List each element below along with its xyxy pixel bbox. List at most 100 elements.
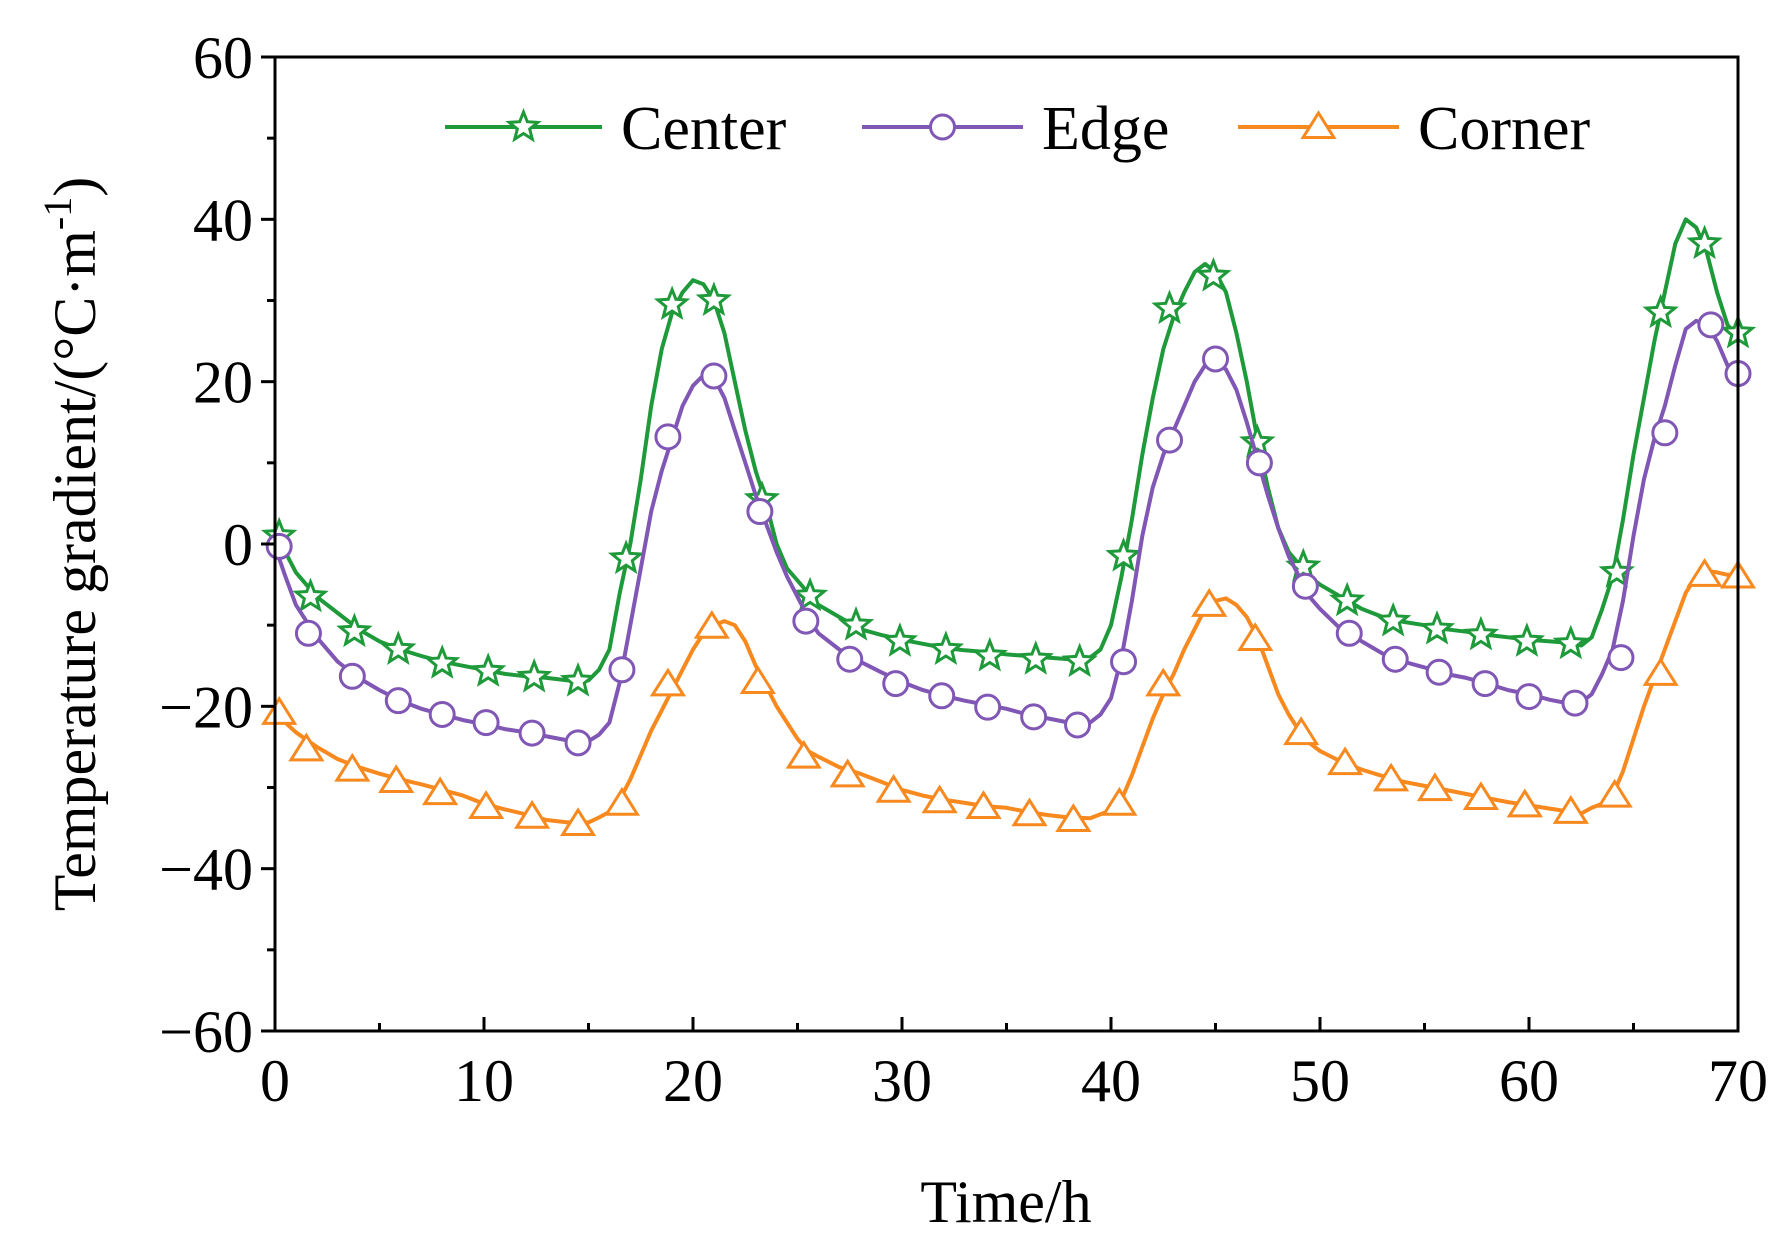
data-point-edge [1064,711,1092,739]
legend-label: Edge [1042,95,1169,163]
data-point-edge [1110,648,1138,676]
data-point-corner [467,790,505,819]
data-point-corner [1101,786,1138,816]
data-point-corner [1686,558,1723,587]
series-corner [261,558,1757,837]
data-point-corner [1552,795,1589,824]
data-point-corner [649,667,687,697]
data-point-edge [294,619,322,647]
data-point-center [1508,622,1546,657]
x-tick-label: 40 [1081,1048,1141,1114]
plot-frame [273,55,1740,1033]
data-point-edge [974,693,1002,721]
data-point-center [380,630,417,665]
y-tick-label: −60 [159,999,253,1065]
x-tick-label: 10 [454,1048,514,1114]
data-point-center [424,644,461,679]
data-point-edge [265,532,293,560]
data-point-center [791,576,829,612]
x-tick-label: 0 [260,1048,290,1114]
data-point-corner [378,764,415,794]
data-point-edge [1561,689,1589,717]
x-tick-label: 70 [1708,1048,1768,1114]
legend-label: Center [621,95,787,163]
data-point-corner [739,665,776,694]
legend-swatch-marker [505,107,542,143]
data-point-corner [1191,588,1228,617]
data-point-corner [559,807,597,837]
x-axis-title: Time/h [920,1169,1091,1235]
data-point-corner [1055,803,1092,832]
data-point-edge [1381,645,1409,673]
legend-item-edge: Edge [862,95,1169,163]
data-point-center [1686,224,1723,260]
data-point-center [971,636,1008,672]
data-point-corner [1372,762,1410,792]
data-point-corner [1237,622,1274,651]
x-tick-label: 50 [1290,1048,1350,1114]
data-point-center [1017,640,1054,675]
data-point-center [292,577,329,613]
legend-item-center: Center [445,95,787,163]
data-point-center [1328,581,1366,617]
data-point-center [1239,423,1276,459]
x-tick-label: 30 [872,1048,932,1114]
data-point-center [515,658,553,693]
data-point-corner [603,786,641,816]
data-point-edge [428,700,456,728]
data-point-corner [1506,788,1543,818]
data-point-corner [1145,667,1182,697]
data-point-corner [1283,716,1320,746]
data-point-edge [1202,345,1229,373]
data-point-center [607,539,645,575]
data-point-center [695,281,733,316]
data-point-edge [928,682,956,710]
y-tick-label: −20 [159,674,253,740]
data-point-edge [1156,426,1184,454]
y-tick-label: −40 [159,837,253,903]
legend: Center Edge Corner [445,95,1591,163]
data-point-edge [1515,683,1543,711]
legend-swatch-marker [1300,110,1337,139]
data-point-edge [338,662,366,690]
data-point-edge [1291,572,1319,600]
data-point-center [881,622,919,657]
data-point-corner [1462,781,1500,811]
data-point-edge [746,498,774,526]
data-point-center [470,652,507,687]
data-point-center [837,606,875,641]
data-point-edge [1471,670,1499,698]
y-axis-title: Temperature gradient/(°C·m-1) [35,177,108,912]
data-point-edge [882,670,910,698]
x-tick-label: 20 [663,1048,723,1114]
data-point-corner [875,773,912,803]
data-point-center [1061,642,1098,678]
data-point-center [1462,615,1500,651]
data-point-edge [1425,658,1453,686]
data-point-corner [921,784,958,814]
data-point-corner [261,696,298,725]
data-point-corner [1011,797,1048,827]
data-point-edge [518,719,546,747]
data-point-edge [608,656,636,684]
data-point-center [653,285,691,321]
data-point-corner [1416,772,1454,802]
data-point-corner [1642,657,1679,686]
legend-label: Corner [1418,95,1591,163]
data-point-corner [1596,778,1633,808]
data-point-edge [792,607,820,635]
series-center [261,217,1757,697]
data-point-center [559,662,597,697]
series-edge [265,311,1752,757]
y-tick-label: 20 [193,350,253,416]
data-point-center [1374,602,1412,637]
data-point-edge [1607,644,1635,672]
data-point-edge [1651,419,1679,447]
data-point-edge [472,709,500,737]
data-point-center [1552,624,1589,660]
data-point-center [1418,610,1456,645]
data-point-corner [513,799,551,829]
axis-ticks: 0 10 20 30 40 50 60 70 −60 −40 −20 0 20 40 60 [159,25,1768,1114]
data-point-corner [421,776,459,806]
